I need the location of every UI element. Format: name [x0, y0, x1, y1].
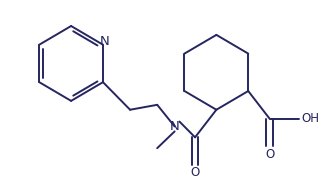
Text: OH: OH	[301, 112, 319, 125]
Text: N: N	[170, 120, 179, 133]
Text: O: O	[190, 166, 200, 179]
Text: N: N	[100, 35, 110, 48]
Text: O: O	[265, 148, 274, 161]
